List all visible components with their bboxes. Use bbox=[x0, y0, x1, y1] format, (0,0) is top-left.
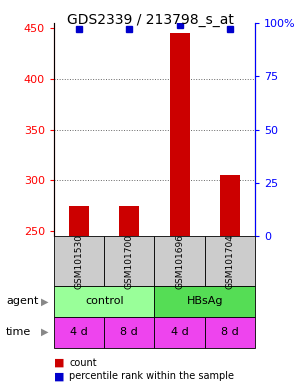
Text: 4 d: 4 d bbox=[171, 327, 188, 337]
Text: ▶: ▶ bbox=[41, 327, 49, 337]
Text: ■: ■ bbox=[54, 358, 64, 368]
Text: GDS2339 / 213798_s_at: GDS2339 / 213798_s_at bbox=[67, 13, 233, 27]
Text: HBsAg: HBsAg bbox=[187, 296, 223, 306]
Text: ▶: ▶ bbox=[41, 296, 49, 306]
Text: agent: agent bbox=[6, 296, 38, 306]
Text: 8 d: 8 d bbox=[121, 327, 138, 337]
Text: GSM101704: GSM101704 bbox=[225, 234, 234, 288]
Text: GSM101700: GSM101700 bbox=[125, 233, 134, 289]
Text: 8 d: 8 d bbox=[221, 327, 239, 337]
Bar bbox=[119, 206, 140, 236]
Bar bbox=[169, 33, 190, 236]
Text: GSM101530: GSM101530 bbox=[75, 233, 84, 289]
Text: count: count bbox=[69, 358, 97, 368]
Text: time: time bbox=[6, 327, 31, 337]
Text: 4 d: 4 d bbox=[70, 327, 88, 337]
Text: GSM101696: GSM101696 bbox=[175, 233, 184, 289]
Bar bbox=[220, 175, 240, 236]
Text: control: control bbox=[85, 296, 124, 306]
Text: percentile rank within the sample: percentile rank within the sample bbox=[69, 371, 234, 381]
Bar bbox=[69, 206, 89, 236]
Text: ■: ■ bbox=[54, 371, 64, 381]
